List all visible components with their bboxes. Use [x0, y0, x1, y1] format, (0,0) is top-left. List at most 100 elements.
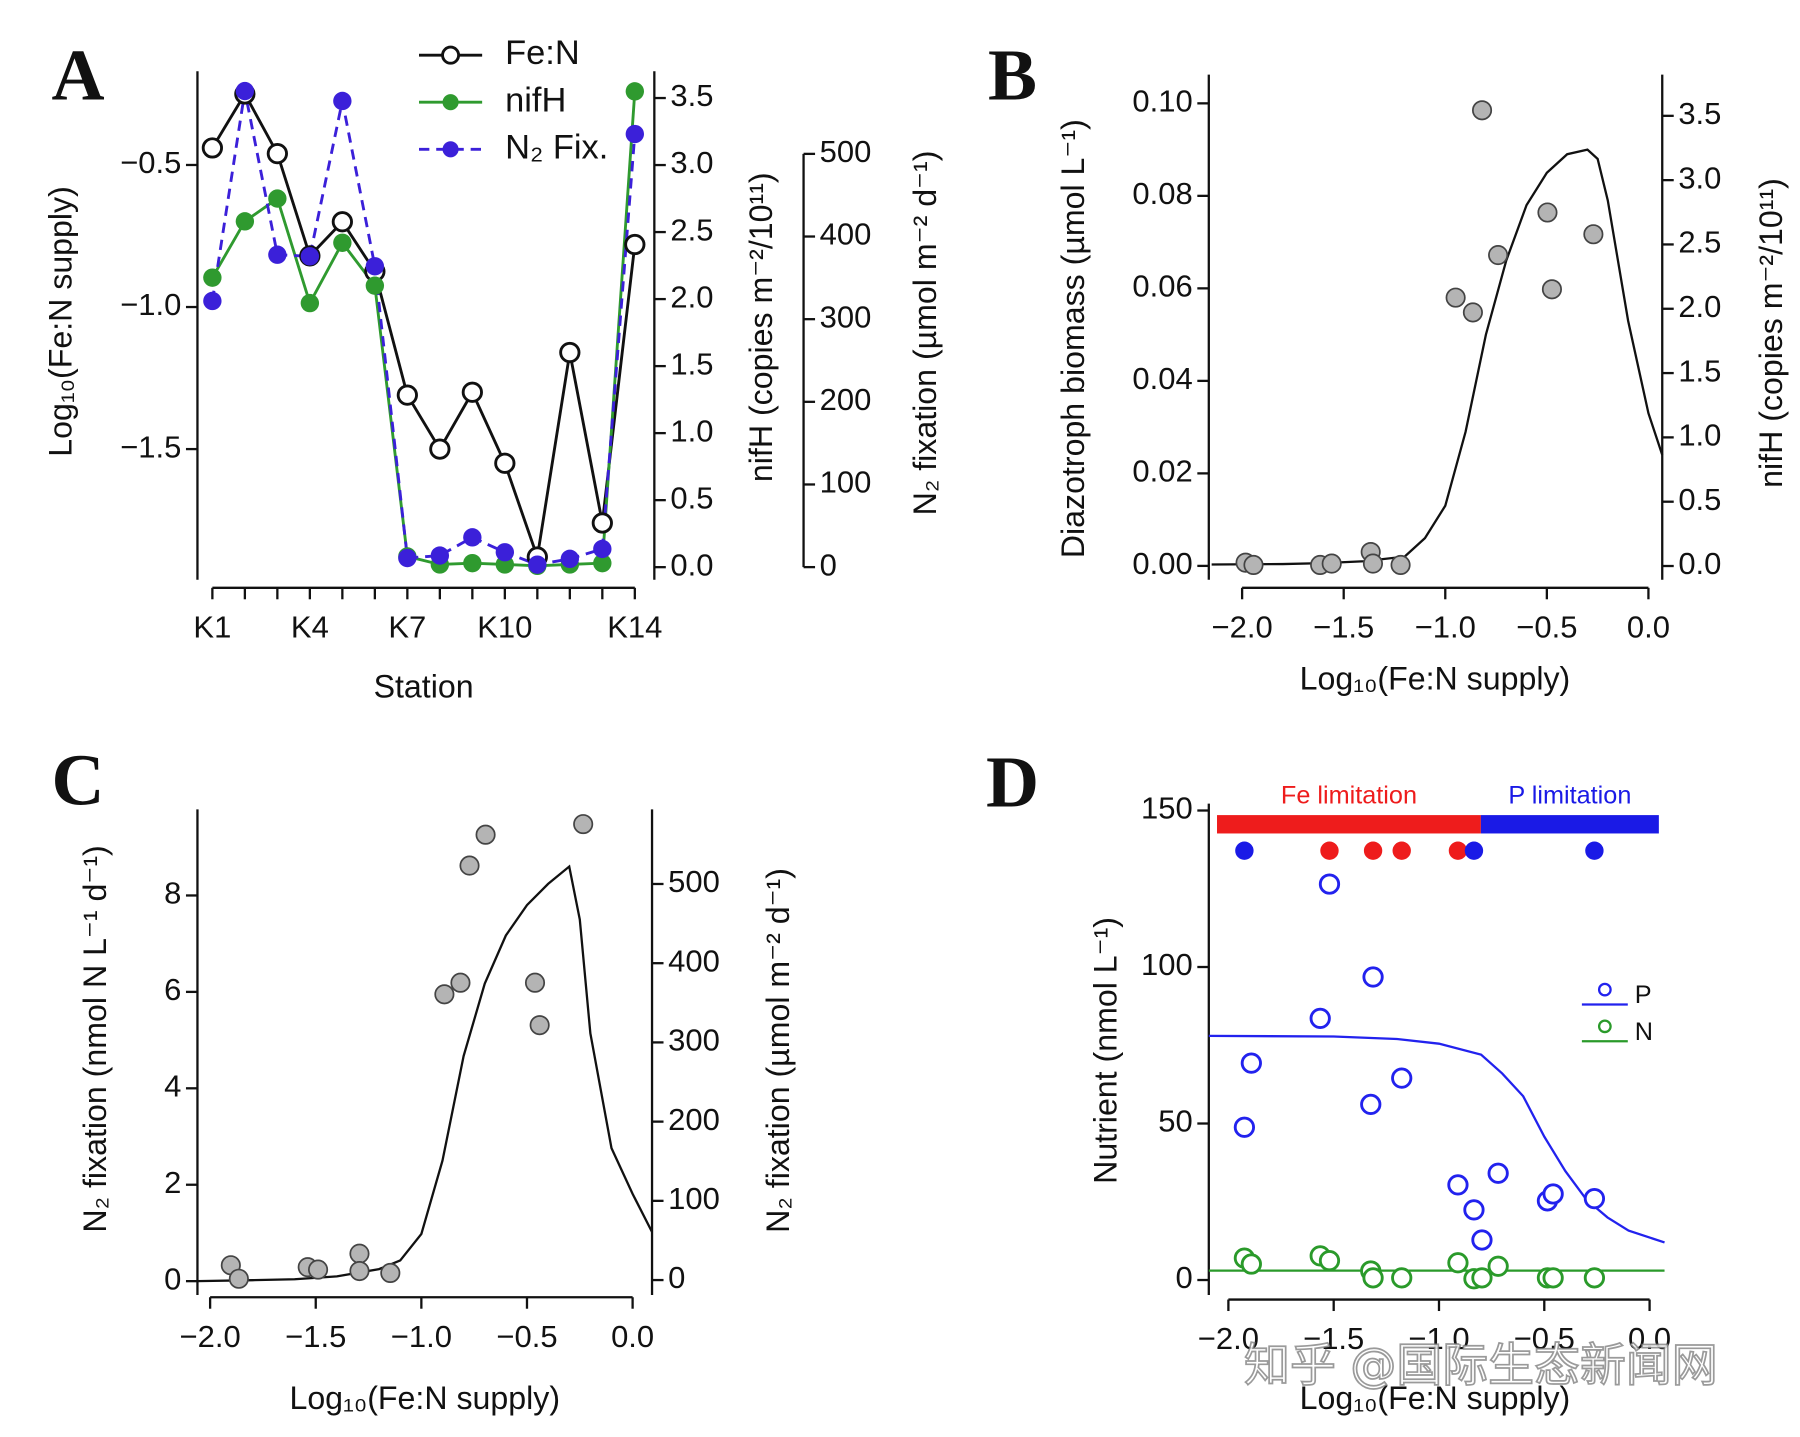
- limitation-point: [1448, 841, 1468, 860]
- model-curve: [1211, 148, 1664, 566]
- tick-label: 1.0: [1678, 418, 1721, 453]
- x-tick-label: −1.5: [1303, 1321, 1364, 1356]
- axis-label: N₂ fixation (nmol N L⁻¹ d⁻¹): [77, 845, 113, 1232]
- data-point: [494, 452, 516, 474]
- tick-label: 200: [820, 382, 872, 417]
- data-point: [529, 1015, 550, 1036]
- x-axis-label: Log₁₀(Fe:N supply): [289, 1380, 560, 1416]
- x-tick-label: −1.0: [391, 1319, 452, 1354]
- legend-marker: [1597, 982, 1612, 997]
- x-tick-label: 0.0: [611, 1319, 654, 1354]
- data-point: [559, 341, 581, 364]
- tick-label: 2.0: [1678, 289, 1721, 324]
- data-point: [1309, 1007, 1331, 1029]
- data-point: [625, 124, 645, 144]
- tick-label: 3.5: [670, 78, 713, 113]
- data-point: [459, 855, 480, 876]
- tick-label: 3.5: [1678, 96, 1721, 131]
- data-point: [528, 555, 547, 574]
- tick-label: 8: [164, 876, 181, 911]
- tick-label: 0: [1175, 1260, 1192, 1295]
- limitation-point: [1585, 841, 1604, 860]
- data-point: [396, 384, 418, 406]
- tick-label: 100: [820, 465, 872, 500]
- data-point: [450, 972, 471, 993]
- data-point: [201, 137, 223, 159]
- tick-label: −1.0: [120, 287, 181, 322]
- tick-label: 500: [668, 864, 720, 899]
- data-point: [1537, 202, 1558, 223]
- tick-label: 2.5: [670, 212, 713, 247]
- data-point: [228, 1268, 249, 1289]
- data-point: [1391, 1067, 1413, 1089]
- limitation-point: [1235, 841, 1254, 860]
- tick-label: −1.5: [120, 429, 181, 464]
- data-point: [1583, 1188, 1606, 1210]
- data-point: [1541, 279, 1562, 300]
- legend-marker: [442, 141, 459, 158]
- data-point: [1462, 302, 1483, 323]
- data-point: [463, 528, 482, 547]
- data-point: [434, 984, 455, 1005]
- tick-label: 150: [1141, 791, 1193, 826]
- x-tick-label: K10: [477, 609, 532, 644]
- band-label: P limitation: [1508, 781, 1631, 809]
- data-point: [380, 1262, 401, 1284]
- data-point: [398, 548, 417, 568]
- data-point: [591, 512, 613, 534]
- data-point: [625, 82, 645, 101]
- axis-label: Diazotroph biomass (µmol L⁻¹): [1055, 119, 1091, 558]
- data-point: [203, 268, 222, 287]
- model-curve: [197, 864, 654, 1283]
- axis-label: Log₁₀(Fe:N supply): [43, 186, 79, 457]
- limitation-band: [1480, 815, 1659, 834]
- tick-label: 2.5: [1678, 225, 1721, 260]
- data-point: [365, 276, 385, 295]
- tick-label: 3.0: [1678, 160, 1721, 195]
- data-point: [1362, 1267, 1384, 1289]
- data-point: [461, 381, 483, 403]
- data-point: [1243, 554, 1264, 576]
- data-point: [1447, 1174, 1469, 1196]
- data-point: [1318, 1249, 1341, 1272]
- tick-label: 400: [668, 943, 720, 978]
- tick-label: 100: [1141, 947, 1193, 982]
- legend-marker: [442, 94, 459, 111]
- x-tick-label: 0.0: [1628, 1321, 1671, 1356]
- axis-label: N₂ fixation (µmol m⁻² d⁻¹): [760, 868, 796, 1233]
- limitation-point: [1320, 841, 1339, 860]
- data-point: [524, 972, 546, 993]
- tick-label: 2.0: [670, 279, 713, 314]
- tick-label: 2: [164, 1165, 181, 1200]
- legend-marker: [1597, 1019, 1612, 1034]
- x-tick-label: −2.0: [180, 1319, 241, 1354]
- tick-label: 0.5: [1678, 482, 1721, 517]
- tick-label: 0.10: [1132, 84, 1192, 119]
- tick-label: 400: [820, 217, 872, 252]
- data-point: [593, 553, 612, 573]
- data-point: [1488, 245, 1509, 266]
- axis-label: nifH (copies m⁻²/10¹¹): [743, 172, 779, 482]
- data-point: [1542, 1267, 1564, 1289]
- x-tick-label: K4: [291, 609, 329, 644]
- tick-label: 4: [164, 1069, 181, 1104]
- tick-label: 0.06: [1132, 269, 1192, 304]
- data-point: [1240, 1253, 1262, 1275]
- data-point: [1321, 553, 1342, 574]
- tick-label: 0.0: [1678, 546, 1721, 581]
- limitation-point: [1392, 841, 1411, 860]
- tick-label: 300: [668, 1023, 720, 1058]
- data-point: [300, 247, 320, 266]
- limitation-point: [1363, 841, 1383, 860]
- x-tick-label: −0.5: [1516, 609, 1577, 644]
- limitation-band: [1217, 815, 1481, 834]
- data-point: [1391, 1267, 1413, 1289]
- data-point: [1487, 1255, 1509, 1277]
- axis-label: Nutrient (nmol L⁻¹): [1087, 917, 1123, 1184]
- data-point: [1318, 873, 1341, 895]
- tick-label: 0.5: [670, 480, 713, 515]
- data-point: [463, 553, 482, 573]
- data-point: [333, 233, 352, 252]
- axis-label: nifH (copies m⁻²/10¹¹): [1753, 178, 1789, 488]
